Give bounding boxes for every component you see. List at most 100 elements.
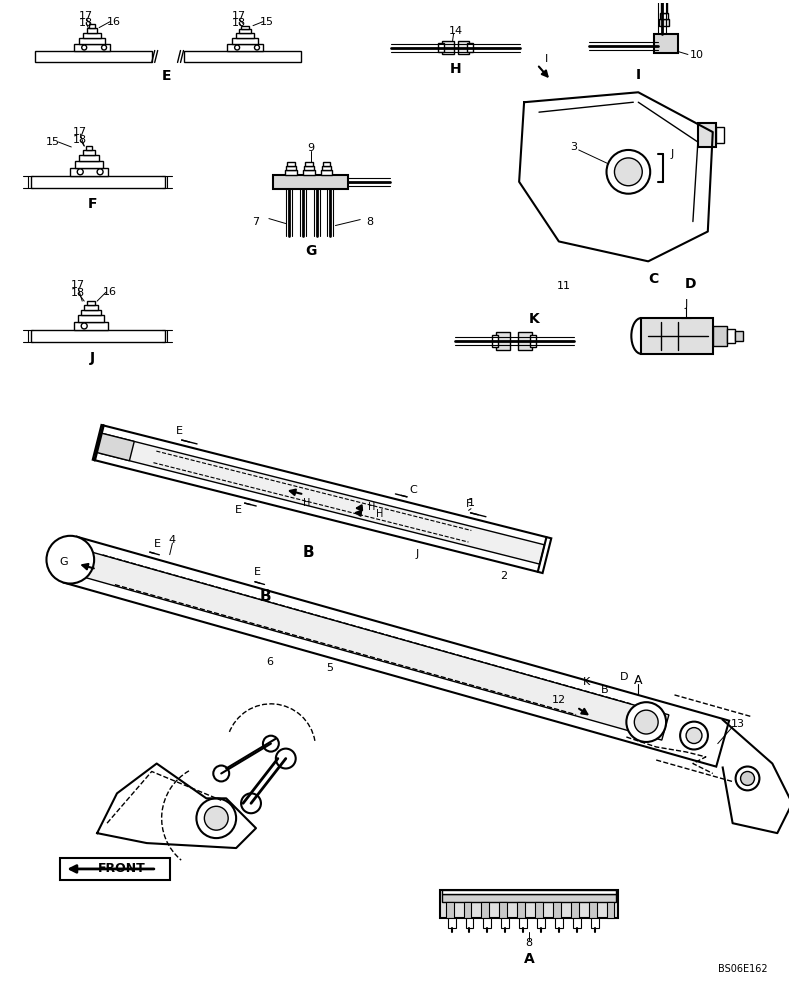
Text: C: C — [409, 485, 417, 495]
Bar — [517, 902, 525, 918]
Text: G: G — [305, 244, 316, 258]
Polygon shape — [64, 537, 729, 767]
Text: 9: 9 — [307, 143, 314, 153]
Text: A: A — [634, 674, 642, 687]
Bar — [530, 335, 536, 347]
Text: 18: 18 — [73, 135, 87, 145]
Circle shape — [47, 536, 94, 584]
Text: 13: 13 — [730, 719, 744, 729]
Text: 1: 1 — [467, 498, 474, 508]
Bar — [239, 29, 251, 33]
Text: 8: 8 — [526, 938, 533, 948]
Circle shape — [736, 767, 760, 790]
Bar — [87, 28, 97, 33]
Bar — [87, 301, 95, 305]
Bar — [83, 33, 101, 38]
Circle shape — [634, 710, 658, 734]
Circle shape — [204, 806, 228, 830]
Text: 15: 15 — [45, 137, 59, 147]
Text: 18: 18 — [232, 18, 246, 28]
Bar — [86, 146, 92, 150]
Bar — [607, 902, 615, 918]
Text: 16: 16 — [107, 17, 121, 27]
Text: E: E — [177, 426, 183, 436]
Bar — [31, 176, 165, 188]
Bar — [518, 332, 532, 350]
Text: H: H — [367, 502, 375, 512]
Bar — [661, 0, 667, 13]
Text: 4: 4 — [169, 535, 176, 545]
Text: E: E — [154, 539, 161, 549]
Bar — [60, 858, 169, 880]
Circle shape — [97, 169, 103, 175]
Circle shape — [196, 798, 236, 838]
Bar — [287, 162, 295, 166]
Bar — [442, 41, 454, 54]
Bar — [535, 902, 543, 918]
Text: J: J — [684, 299, 687, 309]
Bar — [74, 44, 110, 51]
Bar — [537, 918, 545, 928]
Text: 16: 16 — [103, 287, 117, 297]
Bar — [458, 41, 470, 54]
Circle shape — [615, 158, 642, 186]
Bar — [438, 43, 444, 52]
Bar — [727, 329, 735, 343]
Bar — [642, 318, 713, 354]
Text: 15: 15 — [260, 17, 274, 27]
Bar — [79, 38, 105, 44]
Bar — [232, 38, 258, 44]
Text: H: H — [376, 509, 383, 519]
Bar — [241, 26, 249, 29]
Text: J: J — [670, 149, 673, 159]
Bar — [553, 902, 561, 918]
Bar — [463, 902, 471, 918]
Bar — [31, 330, 165, 342]
Circle shape — [263, 736, 279, 752]
Circle shape — [626, 702, 666, 742]
Bar — [303, 166, 314, 170]
Polygon shape — [100, 434, 545, 564]
Bar — [322, 162, 330, 166]
Bar — [273, 175, 348, 189]
Bar — [442, 894, 616, 902]
Text: J: J — [89, 351, 95, 365]
Bar — [446, 902, 454, 918]
Text: B: B — [600, 685, 608, 695]
Text: F: F — [466, 499, 472, 509]
Text: E: E — [254, 567, 261, 577]
Circle shape — [241, 793, 261, 813]
Bar — [591, 918, 599, 928]
Text: E: E — [235, 505, 242, 515]
Bar — [82, 310, 101, 315]
Bar — [286, 166, 295, 170]
Bar — [499, 902, 507, 918]
Circle shape — [686, 728, 702, 744]
Text: 14: 14 — [448, 26, 463, 36]
Bar — [74, 322, 108, 330]
Circle shape — [254, 45, 260, 50]
Bar — [78, 315, 104, 322]
Circle shape — [680, 722, 708, 749]
Bar — [466, 918, 474, 928]
Text: 12: 12 — [552, 695, 566, 705]
Text: 17: 17 — [71, 280, 86, 290]
Text: 18: 18 — [71, 288, 86, 298]
Circle shape — [101, 45, 107, 50]
Bar — [519, 918, 527, 928]
Text: 6: 6 — [266, 657, 273, 667]
Polygon shape — [96, 433, 135, 461]
Bar — [501, 918, 509, 928]
Text: 11: 11 — [557, 281, 571, 291]
Bar — [483, 918, 491, 928]
Circle shape — [741, 771, 755, 785]
Text: 5: 5 — [326, 663, 333, 673]
Circle shape — [78, 169, 83, 175]
Text: J: J — [416, 549, 419, 559]
Text: E: E — [162, 69, 171, 83]
Circle shape — [607, 150, 650, 194]
Circle shape — [82, 45, 86, 50]
Bar — [654, 34, 678, 53]
Bar — [79, 155, 99, 161]
Text: 17: 17 — [73, 127, 87, 137]
